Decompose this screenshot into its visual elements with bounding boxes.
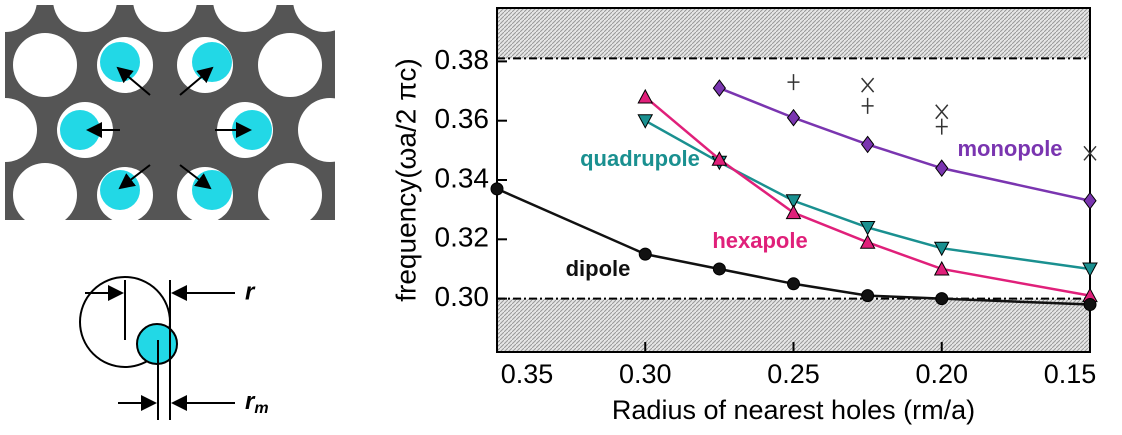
hole-geometry [79,276,235,420]
data-point [637,88,654,104]
data-point [935,118,948,135]
data-point [861,97,874,114]
data-point [638,247,652,261]
data-point [787,74,800,91]
data-point [711,151,728,166]
chart: 0.30 0.32 0.34 0.36 0.38 0.35 0.30 0.25 0.20 0.15… [390,7,1098,425]
data-point [861,77,875,93]
data-point [1082,262,1098,278]
series-line [644,96,1091,297]
x-tick-label: 0.25 [767,359,820,389]
data-point [785,194,802,209]
data-point [859,220,876,236]
band-gap-upper [497,8,1090,59]
data-point [637,114,654,129]
x-tick-label: 0.35 [501,359,554,389]
y-tick-label: 0.36 [435,103,490,134]
data-point [1083,145,1097,161]
data-point [933,260,950,276]
data-point [787,277,800,291]
x-axis-title: Radius of nearest holes (rm/a) [612,395,975,425]
data-point [1083,191,1097,210]
series-label: hexapole [712,228,807,253]
data-point [786,108,801,127]
series-label: quadrupole [580,146,700,171]
rm-label: rm [245,388,269,417]
y-tick-label: 0.30 [435,281,490,312]
data-point [935,292,949,306]
crystal-diagram [5,5,335,220]
rm-label-main: r [245,388,256,415]
data-point [861,289,875,303]
data-point [859,234,876,249]
data-point [935,104,949,120]
y-axis-title: frequency(ωa/2 πc) [390,58,421,302]
y-tick-label: 0.38 [435,44,490,75]
data-point [1083,298,1097,312]
series-label: dipole [566,256,631,281]
x-tick-label: 0.30 [619,359,672,389]
x-tick-label: 0.15 [1044,359,1097,389]
arrows [86,66,252,190]
rm-label-sub: m [254,400,268,417]
data-point [785,204,802,220]
series-label: monopole [957,136,1062,161]
data-point [490,182,504,196]
y-tick-label: 0.34 [435,162,490,193]
data-point [712,262,726,276]
r-label: r [245,278,256,305]
data-point [712,79,726,97]
y-tick-label: 0.32 [435,222,490,253]
data-point [933,241,950,257]
data-point [935,159,949,177]
series-line [644,119,1091,271]
data-point [861,135,875,154]
x-tick-label: 0.20 [915,359,968,389]
